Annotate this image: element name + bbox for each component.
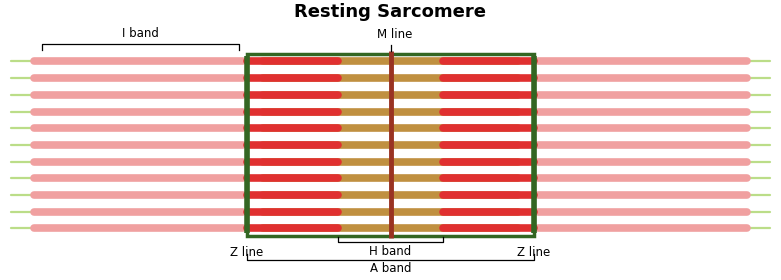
Text: M line: M line (376, 28, 412, 41)
Text: A band: A band (369, 262, 412, 275)
Text: Z line: Z line (230, 246, 264, 259)
Text: I band: I band (122, 27, 159, 40)
Bar (247, 54, 534, 236)
Text: Z line: Z line (517, 246, 551, 259)
Text: H band: H band (369, 245, 412, 258)
Title: Resting Sarcomere: Resting Sarcomere (294, 3, 487, 21)
